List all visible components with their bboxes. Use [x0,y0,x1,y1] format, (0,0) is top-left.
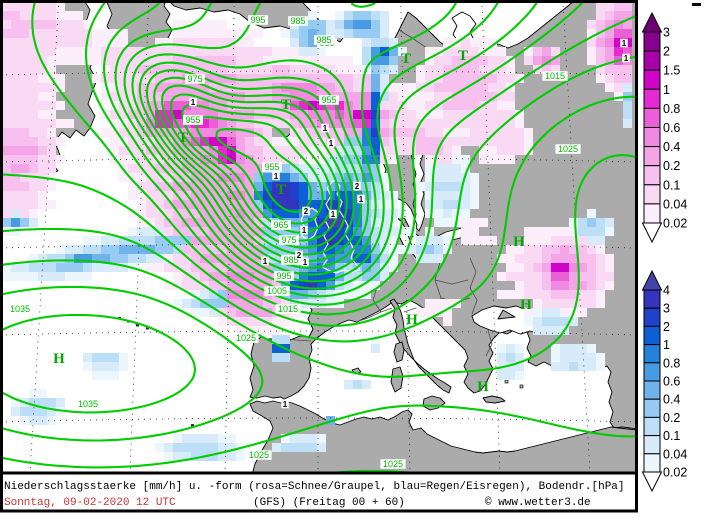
svg-text:H: H [406,312,418,328]
svg-text:0.2: 0.2 [663,411,680,425]
svg-text:3: 3 [663,26,670,40]
svg-text:1025: 1025 [249,450,269,460]
svg-text:0.02: 0.02 [663,466,687,480]
svg-text:965: 965 [273,220,288,230]
svg-text:0.04: 0.04 [663,447,687,461]
svg-text:1: 1 [191,98,196,107]
svg-text:1: 1 [263,257,268,266]
svg-text:955: 955 [264,162,279,172]
svg-text:0.8: 0.8 [663,102,680,116]
svg-text:1: 1 [329,139,334,148]
svg-text:0.02: 0.02 [663,217,687,231]
svg-text:0.1: 0.1 [663,178,680,192]
svg-text:T: T [458,48,468,64]
svg-text:(GFS) (Freitag 00 + 60): (GFS) (Freitag 00 + 60) [253,497,405,509]
svg-text:0.04: 0.04 [663,197,687,211]
svg-text:1025: 1025 [558,144,578,154]
svg-text:0.1: 0.1 [663,429,680,443]
svg-text:1: 1 [302,226,307,235]
svg-text:1015: 1015 [278,304,298,314]
svg-text:955: 955 [321,95,336,105]
svg-text:T: T [281,97,291,113]
svg-text:1: 1 [331,210,336,219]
svg-text:1: 1 [283,400,288,409]
svg-text:995: 995 [276,271,291,281]
svg-text:Sonntag, 09-02-2020 12 UTC: Sonntag, 09-02-2020 12 UTC [4,497,176,509]
svg-text:1: 1 [663,83,670,97]
svg-text:2: 2 [355,182,360,191]
svg-text:1: 1 [274,172,279,181]
svg-text:0.4: 0.4 [663,140,680,154]
svg-text:2: 2 [304,207,309,216]
svg-text:975: 975 [281,235,296,245]
svg-text:955: 955 [185,115,200,125]
svg-text:T: T [276,182,286,198]
svg-text:1005: 1005 [267,286,287,296]
svg-text:0.6: 0.6 [663,375,680,389]
svg-text:1: 1 [624,54,629,63]
svg-text:1: 1 [303,258,308,267]
svg-text:1035: 1035 [10,304,30,314]
svg-text:H: H [477,379,489,395]
svg-text:995: 995 [250,15,265,25]
svg-text:H: H [53,351,65,367]
svg-text:1: 1 [663,338,670,352]
svg-text:0.4: 0.4 [663,393,680,407]
svg-text:1015: 1015 [545,71,565,81]
svg-text:T: T [178,130,188,146]
svg-text:1035: 1035 [78,399,98,409]
svg-text:0.2: 0.2 [663,159,680,173]
svg-text:0.6: 0.6 [663,121,680,135]
svg-text:0.8: 0.8 [663,356,680,370]
svg-text:985: 985 [290,16,305,26]
svg-text:1.5: 1.5 [663,64,680,78]
svg-text:985: 985 [283,255,298,265]
svg-text:1: 1 [323,124,328,133]
svg-text:1025: 1025 [383,459,403,469]
svg-text:2: 2 [297,251,302,260]
svg-text:2: 2 [663,320,670,334]
svg-text:© www.wetter3.de: © www.wetter3.de [485,497,591,509]
svg-text:1: 1 [622,39,627,48]
svg-text:4: 4 [663,284,670,298]
svg-text:975: 975 [187,74,202,84]
svg-text:1025: 1025 [236,333,256,343]
svg-text:H: H [520,297,532,313]
svg-text:Niederschlagsstaerke [mm/h] u.: Niederschlagsstaerke [mm/h] u. -form (ro… [4,481,625,493]
svg-text:1: 1 [359,195,364,204]
svg-text:T: T [401,51,411,67]
svg-text:H: H [513,234,525,250]
svg-text:2: 2 [663,45,670,59]
svg-text:985: 985 [316,35,331,45]
svg-text:3: 3 [663,302,670,316]
